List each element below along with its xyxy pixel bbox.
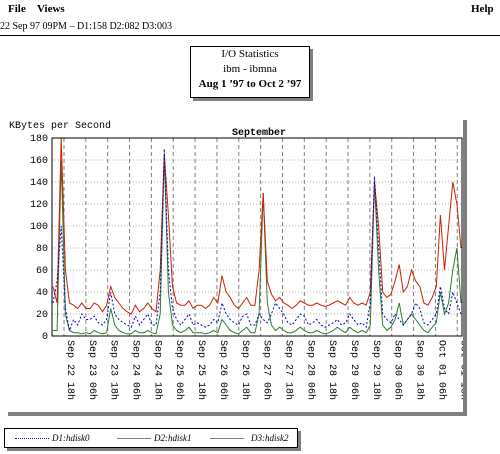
y-tick-label: 40 — [36, 288, 48, 299]
series-line-disk2 — [53, 154, 462, 335]
x-tick-label: Sep 29 06h — [348, 340, 360, 400]
legend-label-disk2: D3:hdisk2 — [251, 433, 289, 443]
month-label: September — [232, 127, 286, 139]
y-tick-label: 60 — [36, 266, 48, 277]
y-tick-label: 0 — [42, 332, 48, 343]
x-tick-label: Sep 28 06h — [304, 340, 316, 400]
y-axis-label: KBytes per Second — [9, 120, 111, 132]
status-line: 22 Sep 97 09PM – D1:158 D2:082 D3:003 — [0, 21, 172, 32]
title-box: I/O Statistics ibm - ibmna Aug 1 ’97 to … — [190, 46, 310, 98]
legend: D1:hdisk0 D2:hdisk1 D3:hdisk2 — [4, 428, 298, 448]
separator — [0, 35, 500, 36]
y-tick-label: 120 — [30, 200, 48, 211]
x-tick-label: Oct 01 18h — [457, 340, 463, 400]
legend-swatch-disk0 — [15, 438, 49, 439]
x-tick-label: Sep 24 06h — [130, 340, 142, 400]
menu-help[interactable]: Help — [471, 3, 494, 15]
plot-frame — [51, 137, 463, 337]
y-tick-label: 160 — [30, 156, 48, 167]
x-tick-label: Sep 24 18h — [151, 340, 163, 400]
y-tick-label: 100 — [30, 222, 48, 233]
legend-label-disk0: D1:hdisk0 — [52, 433, 90, 443]
x-tick-label: Sep 27 06h — [261, 340, 273, 400]
x-tick-label: Sep 28 18h — [326, 340, 338, 400]
y-tick-label: 80 — [36, 244, 48, 255]
x-tick-label: Sep 27 18h — [282, 340, 294, 400]
menu-views[interactable]: Views — [37, 3, 65, 15]
legend-label-disk1: D2:hdisk1 — [154, 433, 192, 443]
title-line-3: Aug 1 ’97 to Oct 2 ’97 — [198, 78, 302, 90]
x-tick-label: Sep 22 18h — [64, 340, 76, 400]
x-tick-label: Sep 23 06h — [86, 340, 98, 400]
x-tick-label: Sep 25 06h — [173, 340, 185, 400]
title-line-1: I/O Statistics — [221, 48, 279, 60]
x-tick-label: Sep 29 18h — [370, 340, 382, 400]
legend-swatch-disk2 — [210, 438, 244, 439]
legend-swatch-disk1 — [117, 438, 151, 439]
series-line-disk0 — [52, 148, 462, 333]
x-tick-label: Sep 26 18h — [239, 340, 251, 400]
x-tick-label: Sep 25 18h — [195, 340, 207, 400]
x-tick-label: Sep 23 18h — [108, 340, 120, 400]
x-tick-label: Sep 30 06h — [392, 340, 404, 400]
x-tick-label: Sep 26 06h — [217, 340, 229, 400]
title-line-2: ibm - ibmna — [223, 63, 277, 75]
x-tick-label: Oct 01 06h — [435, 340, 447, 400]
y-tick-label: 140 — [30, 178, 48, 189]
y-tick-label: 20 — [36, 310, 48, 321]
chart-panel: KBytes per Second September 0 20 40 60 80 100… — [4, 116, 469, 412]
y-tick-label: 180 — [30, 134, 48, 145]
x-tick-label: Sep 30 18h — [414, 340, 426, 400]
io-chart: KBytes per Second September 0 20 40 60 80 100… — [9, 120, 469, 400]
menu-bar: File Views Help — [0, 0, 500, 18]
series-line-disk1 — [52, 137, 462, 315]
menu-file[interactable]: File — [8, 3, 26, 15]
